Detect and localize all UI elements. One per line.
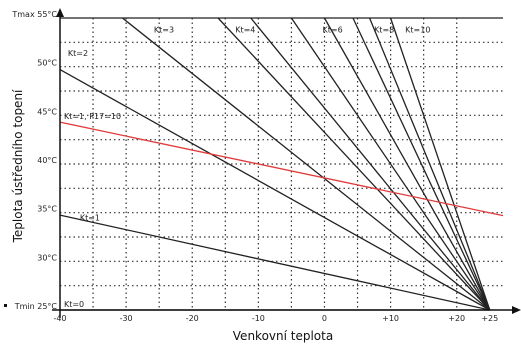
y-tick-label: 40°C: [37, 156, 57, 165]
x-tick-label: -10: [252, 314, 265, 323]
x-tick-label: +25: [481, 314, 498, 323]
series-label: Kt=10: [405, 26, 430, 35]
origin-marker: [4, 304, 7, 307]
y-tick-label: Tmin 25°C: [14, 302, 58, 311]
x-axis-arrow-icon: [512, 306, 521, 314]
x-tick-label: 0: [322, 314, 327, 323]
y-tick-label: 45°C: [37, 107, 57, 116]
series-line: [122, 17, 491, 311]
x-tick-label: +10: [382, 314, 399, 323]
series-line: [352, 17, 491, 311]
y-tick-label: Tmax 55°C: [11, 10, 57, 19]
series-label: Kt=2: [68, 49, 88, 58]
series-line-red: [59, 121, 504, 217]
x-tick-label: -20: [186, 314, 199, 323]
series-line: [368, 17, 491, 311]
series-label: Kt=6: [322, 26, 342, 35]
series-line: [323, 17, 491, 311]
series-line: [389, 17, 491, 311]
series-label: Kt=1, P17=10: [64, 112, 121, 121]
y-tick-label: 30°C: [37, 253, 57, 262]
y-axis-title: Teplota ústředního topení: [11, 89, 25, 243]
chart-grid: [60, 17, 503, 310]
y-tick-label: 50°C: [37, 59, 57, 68]
x-tick-label: -40: [53, 314, 66, 323]
chart-axes: [4, 8, 521, 318]
y-tick-label: 35°C: [37, 205, 57, 214]
series-label: Kt=1: [80, 213, 100, 222]
series-line: [217, 17, 491, 311]
series-label: Kt=3: [154, 26, 174, 35]
series-line: [59, 214, 490, 311]
y-axis-arrow-icon: [56, 8, 64, 17]
series-line: [290, 17, 491, 311]
series-labels: Kt=0 Kt=1 Kt=2 Kt=3 Kt=4 Kt=6 Kt=8 Kt=10 Kt=1, P…: [64, 26, 430, 309]
x-axis-title: Venkovní teplota: [233, 329, 333, 343]
series-line: [250, 17, 491, 311]
x-tick-label: +20: [448, 314, 465, 323]
series-label: Kt=4: [235, 26, 255, 35]
x-tick-label: -30: [120, 314, 133, 323]
axis-ticks: -40 -30 -20 -10 0 +10 +20 +25 Tmin 25°C 30°C 35°C 4…: [11, 10, 498, 323]
series-label: Kt=0: [64, 300, 84, 309]
series-line: [59, 69, 491, 311]
series-label: Kt=8: [374, 26, 394, 35]
